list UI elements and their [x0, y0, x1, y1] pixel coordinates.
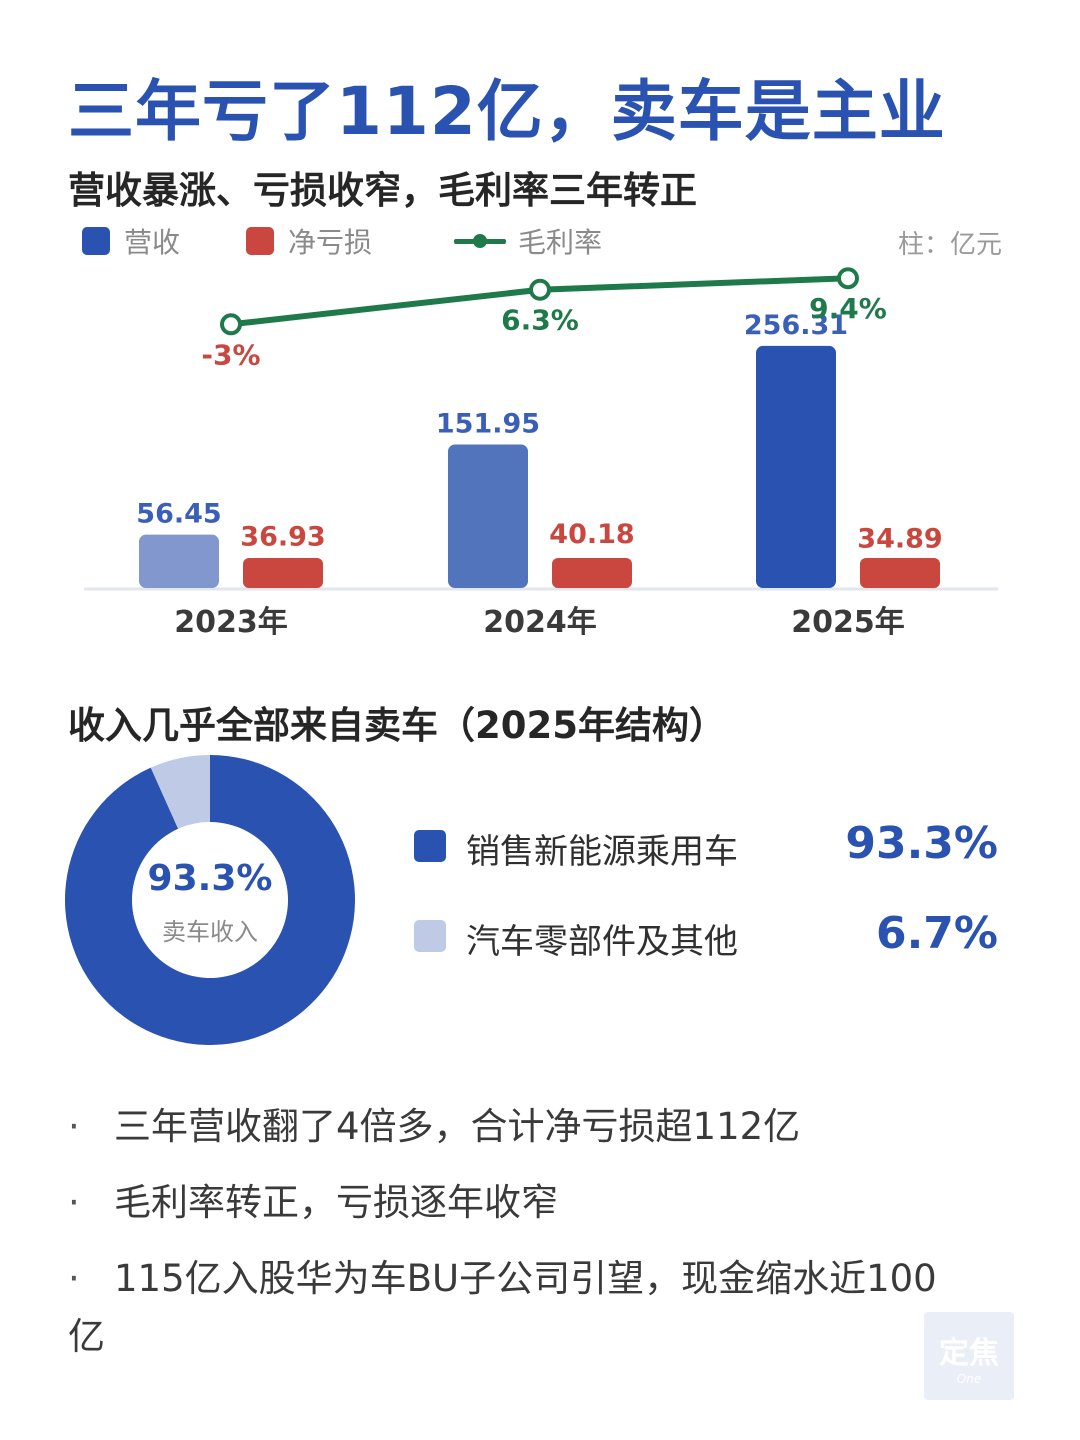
gross-margin-label: -3%: [201, 338, 260, 371]
donut-slice-parts: [150, 755, 210, 829]
key-point-text: 三年营收翻了4倍多，合计净亏损超112亿: [114, 1105, 801, 1148]
key-point-text: 毛利率转正，亏损逐年收窄: [114, 1181, 558, 1224]
legend-gross-margin-label: 毛利率: [518, 226, 603, 259]
legend-revenue-swatch: [82, 227, 110, 255]
legend-net-loss-swatch: [246, 227, 274, 255]
bullet-dot: ·: [68, 1257, 80, 1300]
unit-note: 柱：亿元: [897, 230, 1002, 260]
pie-swatch-vehicles: [414, 830, 446, 862]
key-point-text: 115亿入股华为车BU子公司引望，现金缩水近100亿: [68, 1257, 937, 1358]
pie-value-parts: 6.7%: [875, 908, 998, 959]
pie-value-vehicles: 93.3%: [845, 818, 998, 869]
gross-margin-point: [529, 278, 551, 301]
pie-legend-row-vehicles: 销售新能源乘用车 93.3%: [414, 818, 998, 872]
x-tick-label: 2023年: [174, 605, 288, 640]
watermark-logo: 定焦 One: [924, 1312, 1014, 1400]
key-point: · 115亿入股华为车BU子公司引望，现金缩水近100亿: [68, 1250, 948, 1366]
revenue-loss-margin-chart: 56.45 36.93 2023年 151.95 40.18 2024年 256.31 34.…: [84, 267, 998, 640]
donut-center-value: 93.3%: [147, 858, 273, 899]
legend-gross-margin: 毛利率: [454, 222, 602, 260]
revenue-bar: [756, 345, 836, 588]
gross-margin-label: 9.4%: [809, 292, 887, 325]
revenue-structure-donut: [64, 755, 355, 1045]
legend-net-loss-label: 净亏损: [288, 226, 373, 259]
revenue-bar: [139, 534, 219, 588]
watermark-text: 定焦: [939, 1336, 999, 1371]
net-loss-value-label: 34.89: [857, 523, 942, 554]
pie-legend-row-parts: 汽车零部件及其他 6.7%: [414, 908, 998, 962]
net-loss-value-label: 40.18: [549, 519, 634, 550]
gross-margin-point: [837, 267, 859, 290]
watermark-subtext: One: [956, 1372, 982, 1386]
revenue-value-label: 256.31: [744, 310, 848, 341]
pie-label-parts: 汽车零部件及其他: [466, 922, 738, 962]
net-loss-bar: [243, 558, 323, 588]
donut-slice-vehicles: [64, 755, 355, 1045]
x-tick-label: 2024年: [483, 605, 597, 640]
bullet-dot: ·: [68, 1181, 80, 1224]
gross-margin-label: 6.3%: [501, 304, 579, 337]
bullet-dot: ·: [68, 1105, 80, 1148]
revenue-value-label: 56.45: [136, 499, 221, 530]
legend-net-loss: 净亏损: [246, 222, 372, 260]
legend-gross-margin-line: [454, 227, 506, 255]
key-points-list: · 三年营收翻了4倍多，合计净亏损超112亿 · 毛利率转正，亏损逐年收窄 · 115…: [68, 1098, 948, 1384]
section-title-revenue-structure: 收入几乎全部来自卖车（2025年结构）: [68, 704, 726, 747]
revenue-value-label: 151.95: [436, 408, 540, 439]
pie-label-vehicles: 销售新能源乘用车: [466, 832, 738, 872]
net-loss-bar: [860, 558, 940, 588]
net-loss-value-label: 36.93: [240, 522, 325, 553]
chart-subtitle: 营收暴涨、亏损收窄，毛利率三年转正: [68, 169, 697, 212]
legend-revenue-label: 营收: [124, 226, 181, 259]
donut-center-label: 卖车收入: [162, 918, 258, 946]
page-title: 三年亏了112亿，卖车是主业: [68, 73, 946, 150]
legend-revenue: 营收: [82, 222, 180, 260]
pie-swatch-parts: [414, 920, 446, 952]
revenue-bar: [448, 444, 528, 588]
gross-margin-point: [220, 313, 242, 336]
key-point: · 三年营收翻了4倍多，合计净亏损超112亿: [68, 1098, 948, 1156]
key-point: · 毛利率转正，亏损逐年收窄: [68, 1174, 948, 1232]
net-loss-bar: [552, 558, 632, 588]
chart-legend: 营收 净亏损 毛利率 柱：亿元: [82, 222, 1002, 262]
x-tick-label: 2025年: [791, 605, 905, 640]
